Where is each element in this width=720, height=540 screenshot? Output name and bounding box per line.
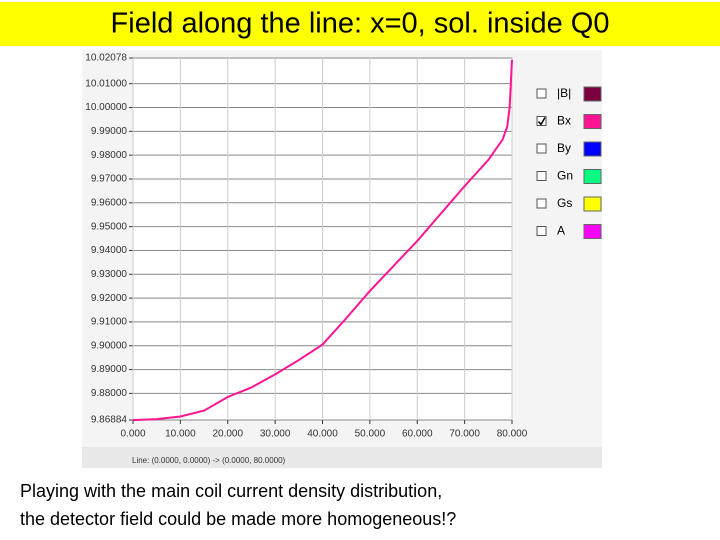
legend-checkbox <box>536 226 547 236</box>
y-tick-label: 9.96000 <box>91 197 128 208</box>
y-tick-label: 9.92000 <box>91 293 128 304</box>
y-tick-label: 9.95000 <box>91 221 128 232</box>
caption-line: Playing with the main coil current densi… <box>20 481 442 501</box>
legend-label: Gs <box>557 196 572 210</box>
legend-checkbox <box>536 143 547 154</box>
x-tick-label: 70.000 <box>449 429 480 440</box>
legend-label: A <box>557 224 565 238</box>
x-tick-label: 30.000 <box>260 429 291 440</box>
y-tick-label: 10.00000 <box>85 102 127 113</box>
x-axis-label: Line: (0.0000, 0.0000) -> (0.0000, 80.00… <box>132 456 286 465</box>
legend-label: |B| <box>557 86 571 100</box>
caption-line: the detector field could be made more ho… <box>20 509 456 529</box>
x-tick-label: 0.000 <box>120 429 145 440</box>
legend-label: Gn <box>557 169 573 183</box>
title-band <box>0 2 720 46</box>
y-tick-label: 9.91000 <box>91 317 128 328</box>
y-tick-label: 10.01000 <box>85 78 127 89</box>
x-tick-label: 80.000 <box>497 429 528 440</box>
data-line <box>132 59 513 422</box>
legend-swatch <box>583 141 602 157</box>
y-tick-label: 9.86884 <box>91 415 128 426</box>
legend-checkbox <box>536 116 547 126</box>
legend-checkbox <box>536 171 547 181</box>
legend-swatch <box>583 114 602 129</box>
x-tick-label: 20.000 <box>212 429 243 440</box>
y-tick-label: 9.98000 <box>91 150 128 161</box>
x-tick-label: 50.000 <box>355 429 386 440</box>
slide-title: Field along the line: x=0, sol. inside Q… <box>111 8 610 40</box>
y-tick-label: 10.02078 <box>85 53 127 64</box>
legend-label: By <box>557 141 571 155</box>
legend-swatch <box>583 196 602 212</box>
y-tick-label: 9.97000 <box>91 174 128 185</box>
footer-band <box>82 447 602 468</box>
x-tick-label: 60.000 <box>402 429 433 440</box>
legend-checkbox <box>536 198 547 209</box>
legend-swatch <box>583 86 602 102</box>
x-tick-label: 40.000 <box>307 429 338 440</box>
legend-swatch <box>583 224 602 239</box>
legend-label: Bx <box>557 114 571 128</box>
x-tick-label: 10.000 <box>165 429 196 440</box>
y-tick-label: 9.90000 <box>91 340 128 351</box>
y-tick-label: 9.94000 <box>91 245 128 256</box>
legend-swatch <box>583 169 602 184</box>
y-tick-label: 9.93000 <box>91 269 128 280</box>
legend-check <box>537 117 546 126</box>
y-tick-label: 9.88000 <box>91 388 128 399</box>
y-tick-label: 9.89000 <box>91 364 128 375</box>
legend-checkbox <box>536 88 547 99</box>
y-tick-label: 9.99000 <box>91 126 128 137</box>
